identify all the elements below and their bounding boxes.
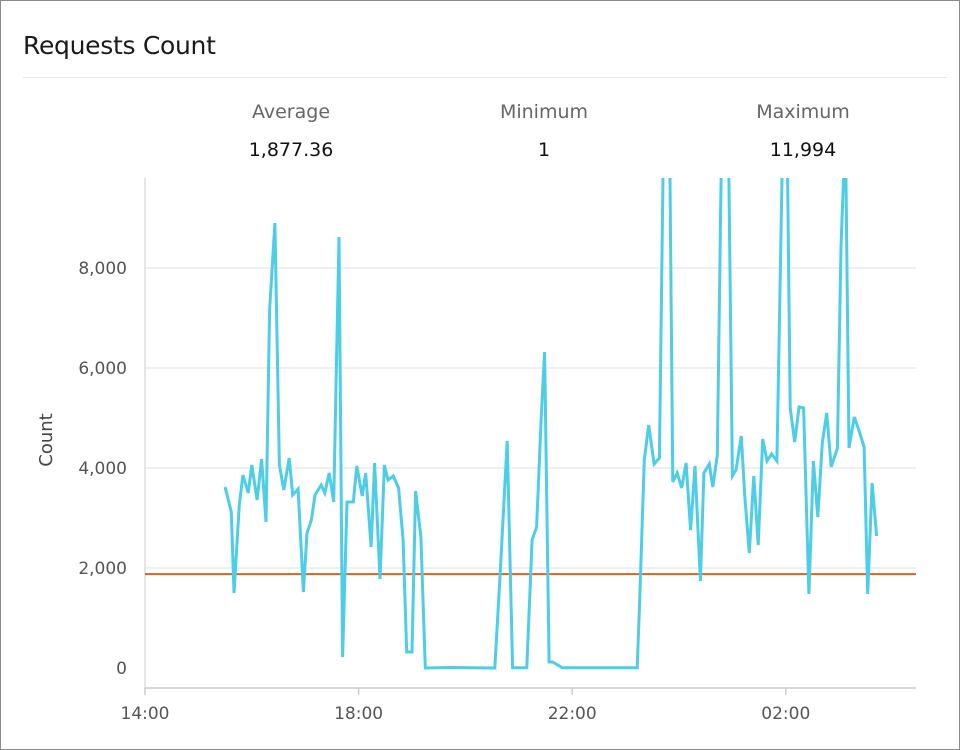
y-tick-label: 2,000: [78, 559, 127, 579]
y-axis-label: Count: [36, 413, 57, 466]
x-tick-label: 22:00: [548, 704, 597, 724]
panel-title: Requests Count: [23, 31, 216, 60]
title-divider: [23, 77, 947, 78]
y-tick-label: 0: [116, 659, 127, 679]
x-tick-label: 02:00: [761, 704, 810, 724]
stat-maximum-value: 11,994: [769, 139, 837, 161]
y-tick-label: 6,000: [78, 359, 127, 379]
stat-minimum-label: Minimum: [499, 101, 589, 123]
x-tick-label: 14:00: [121, 704, 170, 724]
requests-series-line: [223, 178, 879, 670]
x-tick-label: 18:00: [334, 704, 383, 724]
stat-maximum: Maximum 11,994: [703, 101, 903, 161]
y-tick-label: 4,000: [78, 459, 127, 479]
y-tick-label: 8,000: [78, 259, 127, 279]
stat-average-label: Average: [251, 101, 331, 123]
stat-average-value: 1,877.36: [248, 139, 334, 161]
stat-average: Average 1,877.36: [191, 101, 391, 161]
stat-minimum-value: 1: [537, 139, 551, 161]
stat-maximum-label: Maximum: [756, 101, 850, 123]
stat-minimum: Minimum 1: [444, 101, 644, 161]
